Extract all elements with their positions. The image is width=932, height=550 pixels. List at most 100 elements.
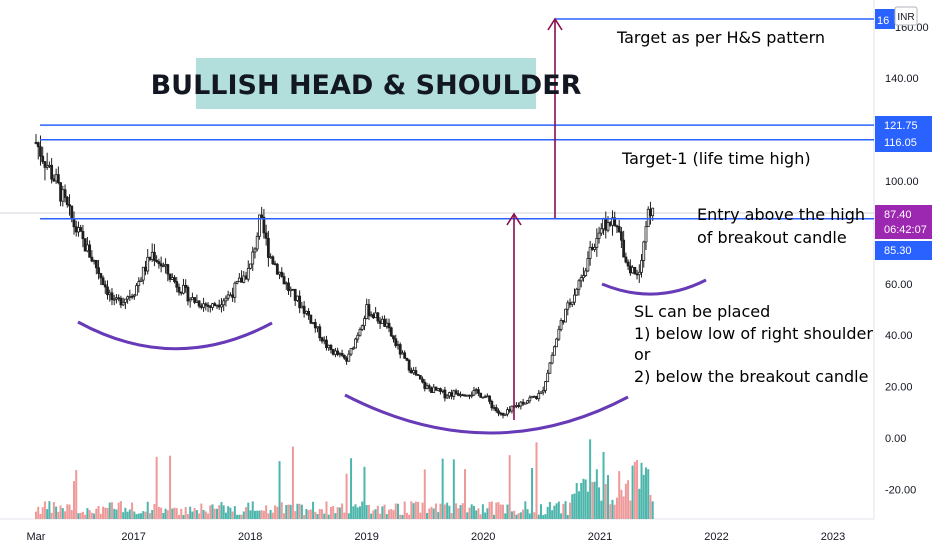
volume-bar: [647, 469, 650, 519]
candle-body: [470, 394, 474, 397]
volume-bar: [157, 507, 160, 519]
svg-text:06:42:07: 06:42:07: [884, 224, 927, 236]
volume-bar: [446, 502, 449, 519]
candle-body: [465, 394, 469, 397]
volume-bar: [113, 508, 116, 519]
volume-bar: [242, 511, 245, 519]
candle-body: [421, 378, 424, 383]
volume-bar: [459, 505, 462, 519]
candle-body: [530, 395, 534, 399]
candle-body: [546, 372, 550, 383]
candle-body: [79, 227, 83, 232]
volume-bar: [343, 512, 346, 519]
candle-body: [345, 357, 348, 362]
x-tick-label: Mar: [27, 531, 46, 543]
volume-bar: [169, 455, 172, 519]
candle-body: [262, 216, 266, 234]
level-badge-85: 85.30: [875, 241, 932, 260]
candle-body: [72, 218, 76, 228]
candle-body: [394, 338, 398, 347]
volume-bar: [287, 504, 290, 519]
candle-body: [287, 282, 290, 292]
volume-bar: [533, 512, 536, 519]
candle-body: [302, 305, 306, 314]
volume-bar: [564, 501, 567, 519]
candle-body: [568, 302, 572, 305]
candle-body: [334, 350, 337, 355]
candle-body: [85, 244, 89, 252]
candle-body: [168, 273, 172, 280]
candle-body: [307, 310, 310, 316]
volume-bar: [486, 508, 489, 519]
volume-bar: [385, 514, 388, 519]
candle-body: [208, 306, 212, 308]
candle-body: [552, 346, 556, 356]
volume-bar: [441, 458, 444, 519]
candle-body: [195, 300, 199, 303]
candle-body: [166, 264, 170, 275]
volume-bar: [488, 502, 491, 519]
candle-body: [405, 357, 409, 361]
volume-bar: [620, 489, 623, 519]
candle-body: [155, 260, 159, 263]
candle-body: [617, 226, 621, 233]
volume-bar: [88, 510, 91, 519]
candle-body: [61, 189, 65, 202]
candle-body: [637, 271, 641, 276]
candle-body: [275, 263, 279, 275]
candle-body: [41, 155, 45, 163]
candle-body: [550, 354, 554, 364]
candle-body: [146, 256, 150, 272]
candle-body: [52, 178, 56, 182]
candle-body: [121, 301, 125, 306]
annotation-entry-2: of breakout candle: [697, 228, 847, 247]
svg-text:121.75: 121.75: [884, 120, 918, 132]
volume-bar: [466, 512, 469, 519]
candle-body: [117, 297, 121, 300]
volume-bar: [624, 483, 627, 519]
candle-body: [539, 391, 543, 394]
candle-body: [403, 352, 407, 359]
svg-text:INR: INR: [897, 12, 914, 23]
level-badge-116: 116.05: [875, 133, 932, 152]
volume-bar: [557, 501, 560, 519]
candle-body: [541, 389, 545, 393]
volume-bar: [361, 501, 364, 519]
volume-bar: [604, 483, 607, 519]
candle-body: [130, 295, 134, 298]
candle-body: [351, 347, 355, 350]
volume-bar: [372, 510, 375, 519]
volume-bar: [309, 509, 312, 519]
candle-body: [385, 322, 389, 327]
volume-bar: [611, 499, 614, 519]
volume-bar: [323, 513, 326, 519]
volume-bar: [334, 513, 337, 519]
svg-text:116.05: 116.05: [884, 137, 917, 149]
volume-bar: [126, 511, 129, 519]
volume-bar: [305, 508, 308, 519]
volume-bar: [593, 481, 596, 519]
candle-body: [179, 291, 183, 294]
volume-bar: [577, 491, 580, 519]
candle-body: [374, 312, 378, 319]
volume-bar: [215, 508, 218, 519]
volume-bar: [560, 513, 563, 519]
volume-bar: [356, 507, 359, 519]
candle-body: [325, 339, 328, 349]
candle-body: [65, 197, 69, 206]
volume-bars: [35, 439, 654, 519]
candle-body: [251, 251, 255, 265]
candle-body: [414, 370, 418, 375]
candle-body: [651, 207, 655, 217]
volume-bar: [151, 510, 154, 519]
volume-bar: [548, 501, 551, 519]
candle-body: [199, 305, 203, 308]
volume-bar: [106, 508, 109, 519]
volume-bar: [350, 458, 353, 519]
volume-bar: [367, 504, 370, 519]
volume-bar: [262, 510, 265, 519]
candle-body: [575, 288, 579, 296]
candle-body: [242, 275, 246, 283]
candle-body: [282, 276, 286, 285]
